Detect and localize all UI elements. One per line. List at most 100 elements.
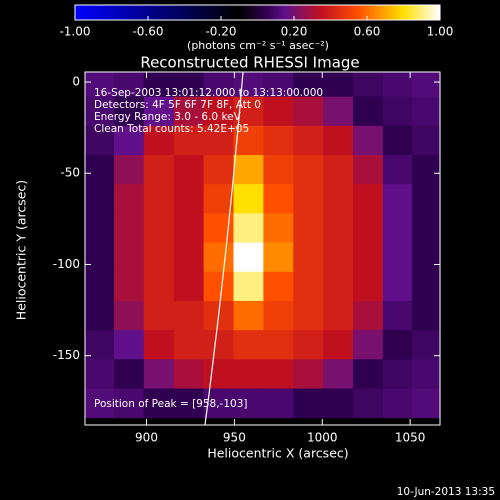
pixel (113, 72, 145, 98)
annotation: 16-Sep-2003 13:01:12.000 to 13:13:00.000 (94, 87, 323, 99)
pixel (293, 96, 324, 127)
pixel (85, 184, 115, 214)
image (85, 72, 440, 419)
pixel (113, 155, 145, 185)
pixel (323, 330, 354, 360)
pixel (353, 184, 384, 214)
pixel (293, 359, 324, 390)
pixel (233, 388, 264, 419)
colorbar-tick-label: -0.60 (132, 25, 163, 39)
pixel (233, 242, 264, 273)
pixel (353, 242, 384, 273)
pixel (323, 359, 354, 390)
pixel (293, 125, 324, 156)
pixel (143, 388, 175, 419)
pixel (203, 242, 235, 273)
solar-limb (204, 72, 244, 425)
y-tick-label: 0 (72, 75, 80, 89)
pixel (411, 300, 440, 331)
pixel (113, 184, 145, 214)
pixel (263, 330, 294, 360)
pixel (293, 388, 324, 419)
colorbar-tick-label: 1.00 (427, 25, 454, 39)
pixel (143, 184, 175, 214)
pixel (323, 72, 354, 98)
pixel (85, 242, 115, 273)
pixel (203, 125, 235, 156)
x-tick-label: 950 (223, 431, 246, 445)
pixel (263, 96, 294, 127)
pixel (382, 271, 413, 302)
pixel (173, 184, 205, 214)
pixel (233, 72, 264, 98)
colorbar-label: (photons cm⁻² s⁻¹ asec⁻²) (187, 39, 329, 52)
pixel (411, 184, 440, 214)
annotation: Clean Total counts: 5.42E+05 (94, 123, 249, 135)
pixel (382, 125, 413, 156)
pixel (173, 155, 205, 185)
pixel (85, 300, 115, 331)
pixel (233, 300, 264, 331)
pixel (203, 330, 235, 360)
pixel (382, 388, 413, 419)
pixel (203, 359, 235, 390)
pixel (143, 155, 175, 185)
pixel (411, 155, 440, 185)
footer-date: 10-Jun-2013 13:35 (397, 486, 495, 498)
pixel (173, 125, 205, 156)
pixel (323, 300, 354, 331)
pixel (353, 330, 384, 360)
pixel (293, 271, 324, 302)
pixel (293, 155, 324, 185)
pixel (85, 96, 115, 127)
pixel (411, 330, 440, 360)
pixel (353, 72, 384, 98)
pixel (263, 213, 294, 244)
y-tick-label: -50 (60, 166, 80, 180)
pixel (113, 213, 145, 244)
pixel (143, 242, 175, 273)
pixel (323, 242, 354, 273)
pixel (382, 72, 413, 98)
peak-label: Position of Peak = [958,-103] (94, 398, 248, 410)
pixel (173, 388, 205, 419)
plot-frame (84, 71, 441, 426)
pixel (203, 184, 235, 214)
pixel (323, 184, 354, 214)
pixel (173, 330, 205, 360)
x-axis-label: Heliocentric X (arcsec) (207, 446, 348, 461)
pixel (173, 213, 205, 244)
x-tick-label: 1050 (395, 431, 426, 445)
pixel (143, 271, 175, 302)
pixel (173, 242, 205, 273)
pixel (143, 96, 175, 127)
pixel (323, 388, 354, 419)
pixel (411, 359, 440, 390)
pixel (85, 330, 115, 360)
pixel (263, 155, 294, 185)
pixel (353, 359, 384, 390)
pixel (353, 96, 384, 127)
pixel (323, 271, 354, 302)
pixel (203, 271, 235, 302)
pixel (382, 213, 413, 244)
pixel (143, 330, 175, 360)
pixel (85, 72, 115, 98)
pixel (143, 213, 175, 244)
pixel (143, 72, 175, 98)
pixel (353, 271, 384, 302)
pixel (263, 271, 294, 302)
pixel (233, 330, 264, 360)
pixel (293, 72, 324, 98)
pixel (353, 213, 384, 244)
annotation: Energy Range: 3.0 - 6.0 keV (94, 111, 242, 123)
annotation: Detectors: 4F 5F 6F 7F 8F, Att 0 (94, 99, 261, 111)
pixel (173, 300, 205, 331)
pixel (85, 359, 115, 390)
pixel (233, 155, 264, 185)
pixel (113, 271, 145, 302)
pixel (382, 242, 413, 273)
pixel (85, 213, 115, 244)
pixel (263, 388, 294, 419)
x-tick-label: 900 (135, 431, 158, 445)
